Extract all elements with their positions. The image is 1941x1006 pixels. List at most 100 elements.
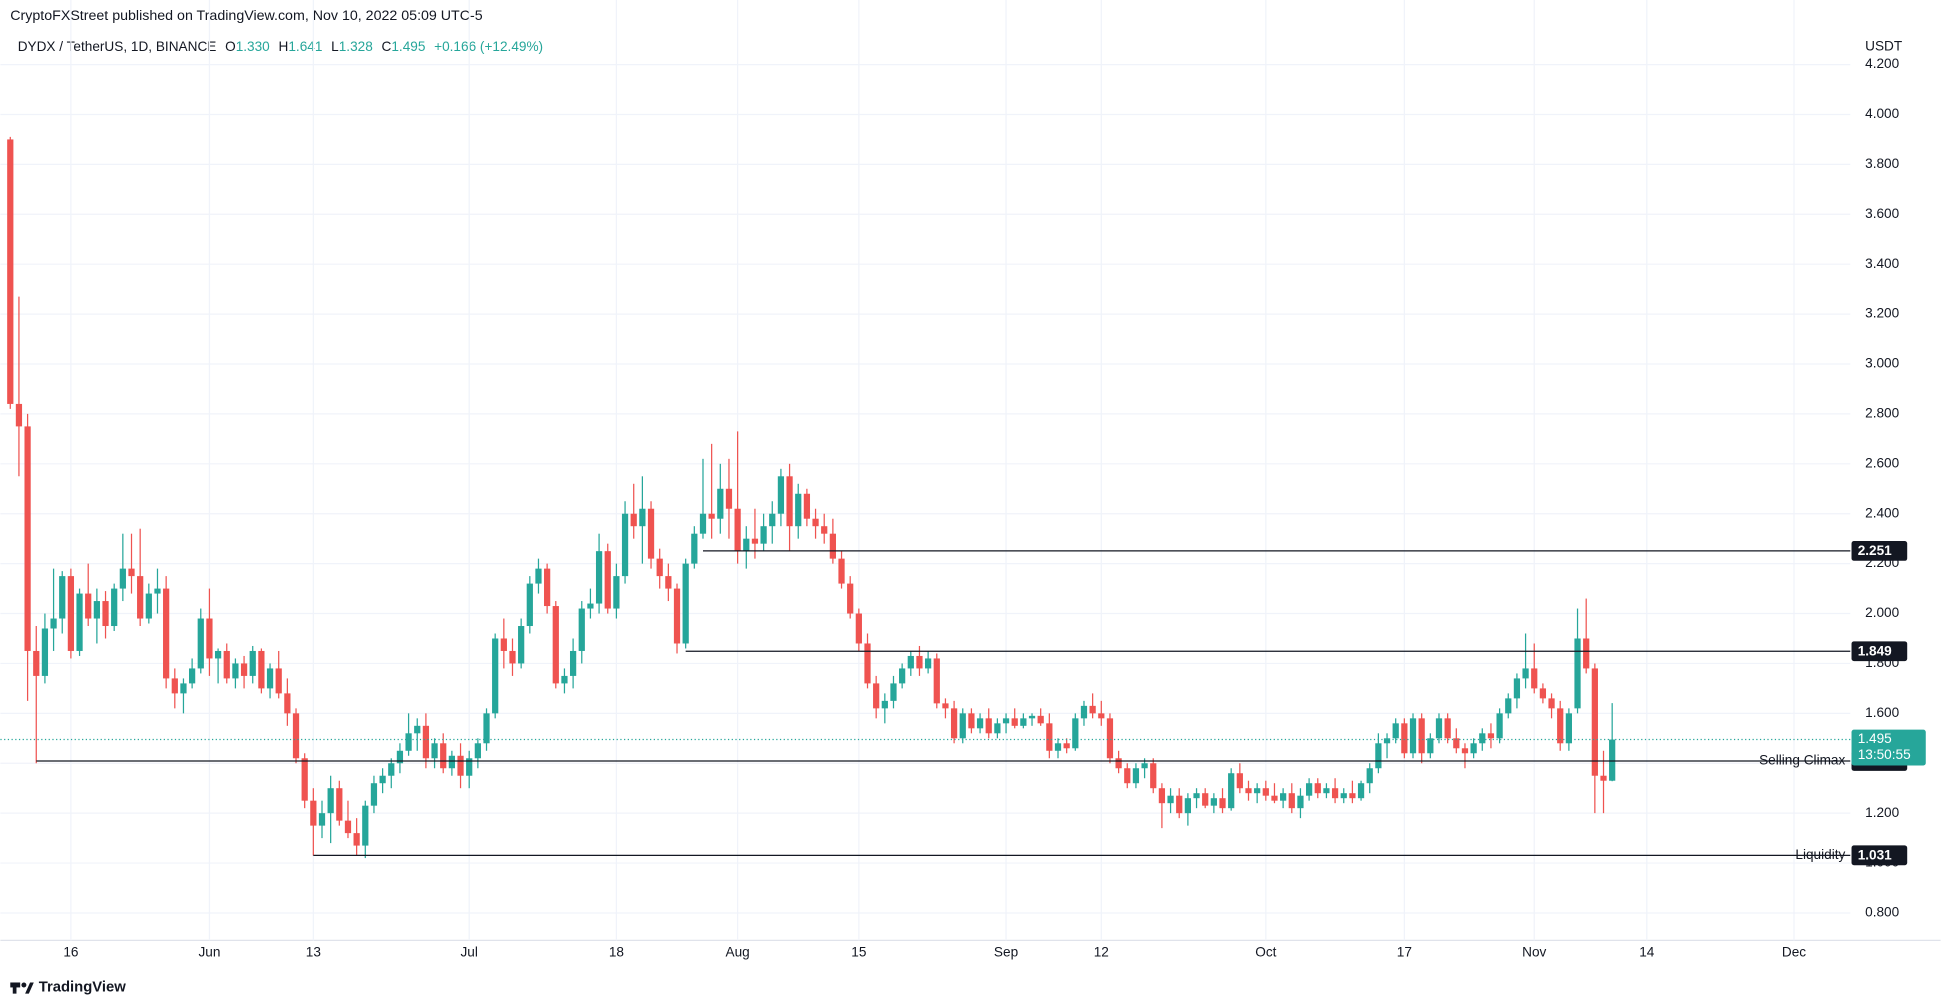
candle-body (206, 618, 213, 659)
footer-brand: TradingView (39, 979, 127, 995)
candle-body (1583, 638, 1590, 669)
candle-body (673, 588, 681, 644)
candle-body (613, 576, 620, 609)
candle-body (1046, 723, 1053, 751)
candle-body (1115, 758, 1122, 769)
candle-body (292, 713, 300, 759)
ohlc-value: 1.330 (236, 39, 270, 54)
candle-body (1037, 715, 1044, 724)
candle-body (803, 493, 811, 519)
y-tick-label: 1.200 (1865, 805, 1899, 820)
candle-body (223, 650, 230, 679)
candle-body (362, 805, 369, 846)
x-tick-label: 13 (306, 944, 321, 959)
candle-body (1072, 718, 1079, 749)
candle-body (587, 603, 594, 609)
candle-body (137, 576, 144, 619)
candle-body (249, 650, 256, 676)
candle-body (1340, 793, 1347, 799)
candle-body (639, 508, 646, 527)
candle-body (1496, 713, 1503, 739)
candle-body (1609, 739, 1616, 781)
candle-body (500, 638, 507, 651)
candle-body (604, 551, 611, 609)
candle-body (535, 568, 542, 584)
candle-body (682, 563, 689, 644)
candle-body (59, 576, 66, 619)
candle-body (318, 813, 326, 826)
candle-body (1054, 743, 1062, 751)
y-tick-label: 2.800 (1865, 406, 1899, 421)
candle-body (431, 743, 438, 759)
x-tick-label: 16 (63, 944, 78, 959)
marks (7, 136, 1616, 859)
candle-body (154, 588, 161, 594)
candle-body (41, 628, 49, 676)
candle-body (93, 601, 100, 619)
candle-body (232, 663, 239, 679)
candle-body (959, 713, 966, 739)
x-tick-label: Sep (994, 944, 1018, 959)
candle-body (370, 783, 378, 806)
candle-body (1063, 743, 1070, 749)
candle-body (1011, 718, 1018, 726)
x-tick-label: Dec (1782, 944, 1806, 959)
candle-body (1184, 798, 1192, 814)
candle-body (578, 608, 585, 651)
candle-body (111, 588, 118, 627)
published-line: CryptoFXStreet published on TradingView.… (10, 8, 482, 24)
candle-body (621, 513, 629, 577)
ohlc-key: L (331, 39, 339, 54)
candle-body (1202, 793, 1209, 806)
candle-body (414, 725, 421, 734)
candle-body (855, 613, 862, 644)
y-tick-label: 3.000 (1865, 356, 1899, 371)
candle-body (1418, 718, 1425, 754)
candle-body (1124, 768, 1131, 784)
candle-body (942, 703, 949, 709)
candle-body (925, 658, 932, 669)
candle-body (1141, 763, 1148, 769)
candle-body (24, 426, 31, 651)
candle-body (492, 638, 499, 714)
candle-body (214, 650, 222, 659)
price-tag-label: 2.251 (1858, 543, 1892, 558)
x-tick-label: 17 (1397, 944, 1412, 959)
last-price-label: 1.495 (1858, 731, 1892, 746)
candle-body (1366, 768, 1373, 784)
candle-body (968, 713, 975, 729)
overlays: 0.8001.0001.2001.4001.6001.8002.0002.200… (0, 56, 1926, 959)
candle-body (751, 538, 759, 544)
candle-body (1409, 718, 1417, 754)
candle-body (725, 488, 733, 509)
y-tick-label: 4.200 (1865, 56, 1899, 71)
candle-body (1401, 723, 1408, 754)
candle-body (1435, 718, 1443, 739)
y-tick-label: 2.000 (1865, 605, 1899, 620)
logo-mark (12, 982, 17, 994)
candle-body (691, 533, 698, 564)
candle-body (1539, 688, 1547, 699)
candle-body (15, 403, 23, 427)
candle-body (769, 513, 776, 527)
candle-body (483, 713, 490, 744)
candle-body (1427, 738, 1434, 754)
candle-body (1080, 705, 1088, 719)
candle-body (1479, 733, 1486, 744)
candle-body (1470, 743, 1477, 754)
candle-body (76, 593, 83, 651)
candle-body (1210, 798, 1217, 806)
candle-body (1150, 763, 1157, 789)
candle-body (119, 568, 126, 589)
level-annotation: Liquidity (1795, 847, 1845, 862)
x-tick-label: Jul (460, 944, 477, 959)
candle-body (50, 618, 57, 629)
candle-body (171, 678, 178, 694)
y-tick-label: 2.400 (1865, 505, 1899, 520)
ohlc-value: 1.328 (339, 39, 373, 54)
candle-body (1254, 788, 1261, 794)
candle-body (1245, 788, 1252, 794)
candle-body (1600, 775, 1607, 781)
candle-body (838, 558, 845, 584)
